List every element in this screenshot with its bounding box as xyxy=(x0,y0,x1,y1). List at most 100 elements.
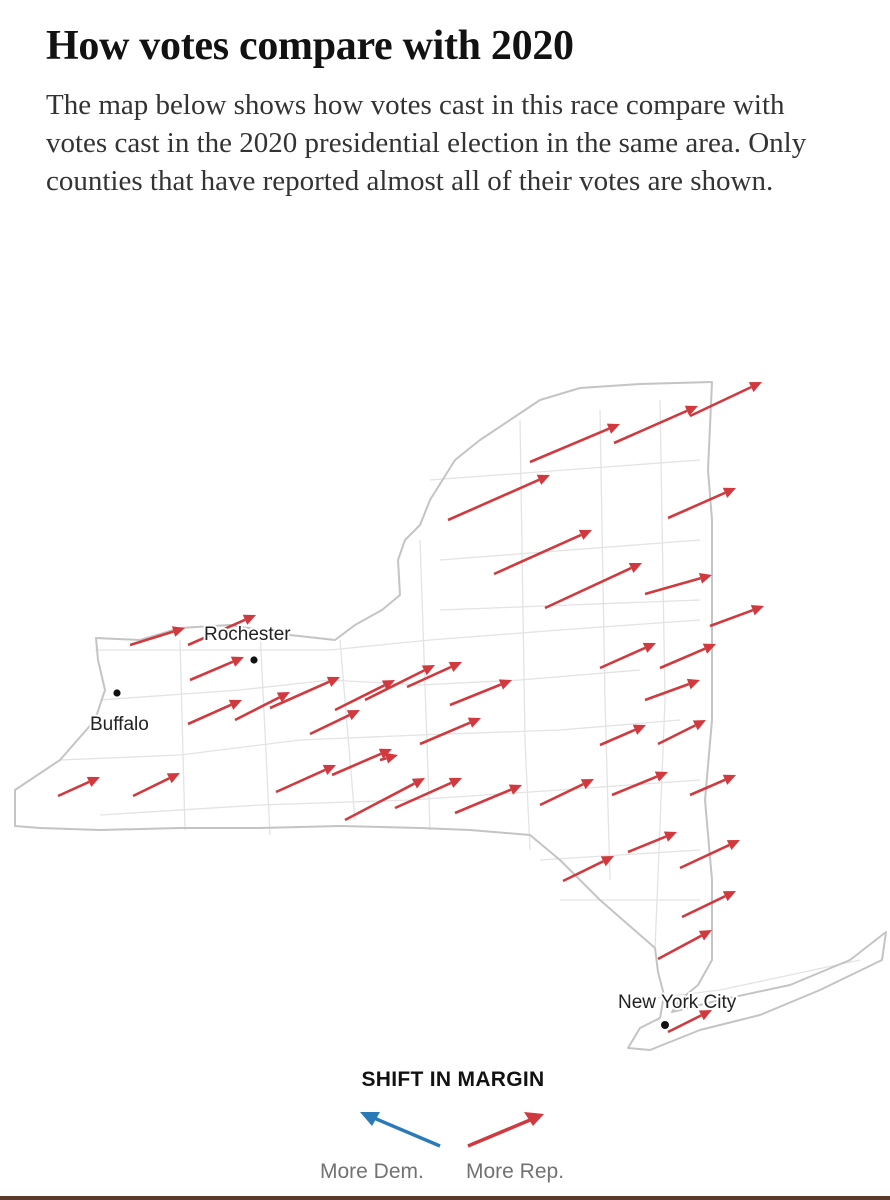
shift-arrow-43 xyxy=(379,752,398,764)
shift-arrow-shaft xyxy=(611,775,658,797)
shift-arrow-head xyxy=(580,779,594,790)
shift-arrow-shaft xyxy=(644,577,701,596)
shift-arrow-22 xyxy=(599,642,656,670)
shift-arrow-10 xyxy=(334,680,395,712)
description: The map below shows how votes cast in th… xyxy=(46,89,807,197)
shift-arrow-shaft xyxy=(132,777,170,798)
shift-arrow-head xyxy=(748,382,762,393)
shift-arrow-head xyxy=(228,699,242,710)
shift-arrow-head xyxy=(86,776,100,787)
shift-arrow-head xyxy=(578,529,592,540)
shift-arrow-shaft xyxy=(275,768,326,794)
shift-arrow-shaft xyxy=(406,665,452,689)
shift-arrow-2 xyxy=(187,614,256,647)
shift-arrow-head xyxy=(698,1010,712,1021)
shift-arrow-shaft xyxy=(599,728,636,747)
shift-arrow-head xyxy=(722,487,736,498)
legend-title: SHIFT IN MARGIN xyxy=(361,1068,545,1091)
shift-arrow-head xyxy=(536,474,550,485)
shift-arrow-17 xyxy=(493,529,592,576)
shift-arrow-shaft xyxy=(627,835,667,854)
shift-arrow-8 xyxy=(132,773,180,798)
shift-arrow-head xyxy=(384,752,398,764)
shift-arrow-shaft xyxy=(57,780,90,798)
shift-arrow-shaft xyxy=(187,618,246,647)
shift-arrow-shaft xyxy=(667,1014,702,1034)
shift-arrow-38 xyxy=(562,856,614,883)
shift-arrow-head xyxy=(750,605,764,616)
new-york-shift-map: Rochester Buffalo New York City xyxy=(14,381,887,1051)
shift-arrow-42 xyxy=(667,1010,712,1034)
new-york-state-outline xyxy=(14,381,887,1051)
shift-arrow-1 xyxy=(129,626,185,647)
shift-arrow-5 xyxy=(234,692,290,722)
more-rep-arrow xyxy=(467,1112,544,1148)
shift-arrow-shaft xyxy=(394,781,452,810)
shift-arrow-head xyxy=(692,720,706,731)
shift-arrow-14 xyxy=(529,423,620,464)
shift-arrow-26 xyxy=(449,679,512,707)
shift-arrow-shaft xyxy=(657,724,696,746)
shift-arrow-shaft xyxy=(667,491,726,520)
shift-arrow-37 xyxy=(627,831,677,854)
rochester-dot xyxy=(250,656,258,664)
shift-arrow-shaft xyxy=(447,478,540,522)
shift-arrow-head xyxy=(698,930,712,941)
shift-arrow-4 xyxy=(187,699,242,726)
shift-arrow-head xyxy=(628,563,642,574)
shift-arrow-shaft xyxy=(493,533,582,576)
shift-arrow-28 xyxy=(331,748,392,777)
shift-arrow-shaft xyxy=(544,566,632,610)
shift-arrow-40 xyxy=(681,891,736,919)
shift-arrow-19 xyxy=(644,572,712,596)
shift-arrow-32 xyxy=(539,779,594,807)
shift-arrow-23 xyxy=(644,678,700,702)
legend-more-rep-label: More Rep. xyxy=(466,1160,565,1183)
shift-arrow-shaft xyxy=(454,788,512,815)
shift-arrow-shaft xyxy=(659,647,706,670)
shift-arrow-head xyxy=(448,661,462,672)
shift-arrow-shaft xyxy=(613,409,688,445)
city-markers: Rochester Buffalo New York City xyxy=(88,622,739,1029)
shift-arrow-head xyxy=(411,778,425,789)
shift-arrow-head xyxy=(600,856,614,867)
shift-arrow-head xyxy=(698,572,712,584)
shift-arrow-head xyxy=(722,891,736,902)
rochester-label: Rochester xyxy=(204,624,291,645)
shift-arrow-shaft xyxy=(379,756,387,762)
shift-arrow-21 xyxy=(709,605,764,628)
shift-arrow-7 xyxy=(57,776,100,798)
more-dem-arrow xyxy=(360,1112,441,1148)
shift-arrow-head xyxy=(642,642,656,653)
shift-arrow-head xyxy=(230,656,244,667)
shift-arrow-head xyxy=(326,676,340,687)
shift-arrow-shaft xyxy=(189,660,234,682)
buffalo-dot xyxy=(113,689,121,697)
shift-arrow-shaft xyxy=(129,630,174,647)
shift-arrow-head xyxy=(276,692,290,703)
shift-arrow-head xyxy=(448,777,462,788)
shift-arrow-39 xyxy=(679,840,740,870)
shift-arrow-31 xyxy=(454,784,522,815)
shift-arrow-25 xyxy=(419,717,481,746)
shift-arrow-shaft xyxy=(309,714,350,736)
shift-arrow-head xyxy=(166,773,180,784)
shift-arrow-20 xyxy=(667,487,736,520)
county-boundaries xyxy=(59,399,861,1001)
shift-arrow-shaft xyxy=(269,680,330,710)
shift-arrow-9 xyxy=(309,710,360,736)
shift-arrow-15 xyxy=(613,405,698,445)
shift-arrow-head xyxy=(632,724,646,735)
shift-arrow-24 xyxy=(659,643,716,670)
shift-arrow-head xyxy=(508,784,522,795)
new-york-city-dot xyxy=(661,1021,669,1029)
shift-arrow-6 xyxy=(269,676,340,710)
shift-arrow-18 xyxy=(544,563,642,610)
shift-arrow-head xyxy=(726,840,740,851)
shift-arrow-shaft xyxy=(539,783,584,807)
shift-arrow-head xyxy=(498,679,512,690)
shift-arrow-12 xyxy=(406,661,462,689)
shift-arrow-3 xyxy=(189,656,244,682)
shift-arrow-shaft xyxy=(364,669,425,702)
shift-arrow-head xyxy=(242,614,256,625)
